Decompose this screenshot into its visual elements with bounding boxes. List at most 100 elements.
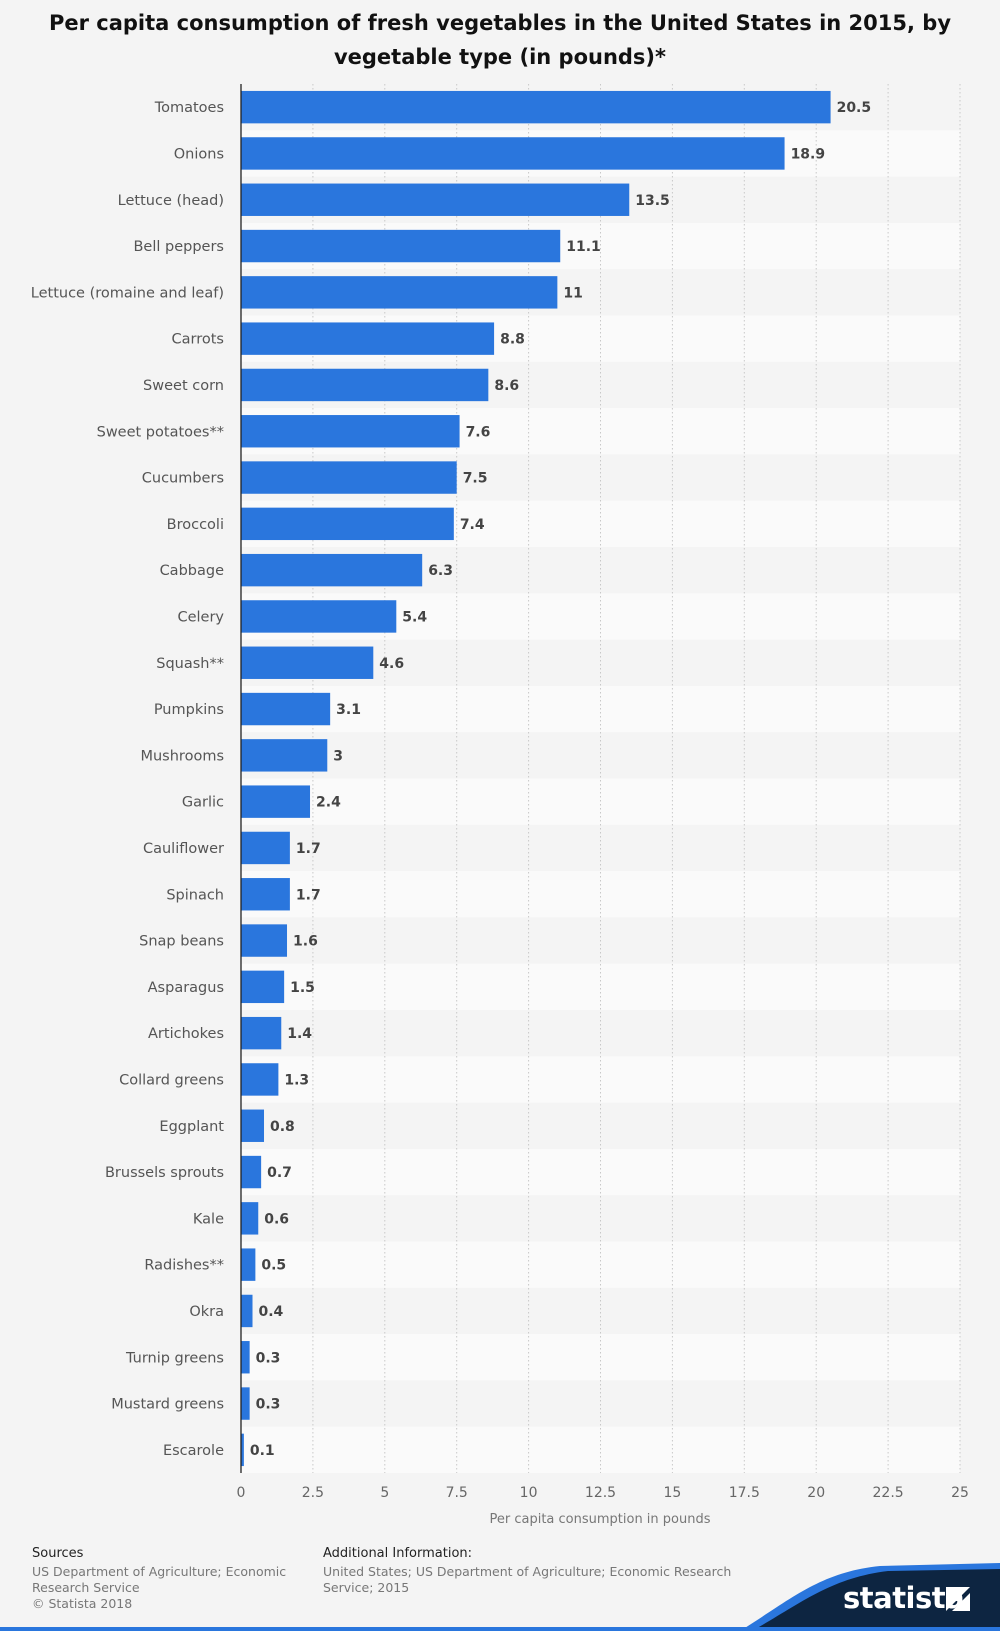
bar: [241, 924, 288, 957]
category-label: Escarole: [163, 1443, 224, 1459]
value-label: 3.1: [336, 702, 361, 718]
additional-info-line: Service; 2015: [323, 1580, 410, 1595]
category-label: Eggplant: [159, 1119, 224, 1135]
category-label: Kale: [193, 1211, 224, 1227]
category-label: Asparagus: [148, 980, 224, 996]
x-tick-label: 25: [951, 1485, 969, 1501]
bar: [241, 1248, 256, 1281]
category-label: Cucumbers: [142, 471, 224, 487]
bar: [241, 229, 561, 263]
bar: [241, 183, 630, 216]
additional-info-heading: Additional Information:: [323, 1546, 473, 1561]
bar: [241, 646, 374, 679]
value-label: 0.4: [259, 1304, 284, 1320]
value-label: 3: [333, 748, 343, 764]
category-label: Sweet potatoes**: [97, 424, 224, 440]
x-tick-label: 2.5: [302, 1485, 324, 1501]
copyright-line: © Statista 2018: [32, 1596, 133, 1611]
value-label: 1.5: [290, 980, 315, 996]
bar: [241, 1109, 265, 1142]
category-label: Cabbage: [160, 563, 225, 579]
category-label: Spinach: [166, 887, 224, 903]
x-tick-label: 7.5: [446, 1485, 468, 1501]
category-label: Radishes**: [144, 1258, 224, 1274]
value-label: 11.1: [566, 239, 601, 255]
x-tick-label: 22.5: [873, 1485, 904, 1501]
sources-line: Research Service: [32, 1580, 140, 1595]
bar: [241, 1341, 250, 1374]
value-label: 5.4: [402, 609, 427, 625]
bar: [241, 692, 331, 726]
category-label: Artichokes: [148, 1026, 224, 1042]
value-label: 20.5: [837, 100, 872, 116]
value-label: 1.3: [284, 1072, 309, 1088]
x-tick-label: 12.5: [585, 1485, 616, 1501]
bar: [241, 600, 397, 633]
x-tick-label: 20: [807, 1485, 825, 1501]
row-band: [241, 1426, 960, 1473]
bar: [241, 1063, 279, 1096]
value-label: 0.5: [261, 1258, 286, 1274]
value-label: 6.3: [428, 563, 453, 579]
x-tick-labels: 0 2.5 5 7.5 10 12.5 15 17.5 20 22.5 25: [237, 1485, 969, 1501]
value-labels: 20.5 18.9 13.5 11.1 11 8.8 8.6 7.6 7.5 7.4 6.3 5.4 4…: [250, 100, 871, 1459]
bar: [241, 137, 785, 170]
bar: [241, 1016, 282, 1050]
category-label: Pumpkins: [154, 702, 224, 718]
value-label: 7.5: [463, 471, 488, 487]
category-label: Turnip greens: [125, 1350, 224, 1366]
category-label: Celery: [177, 609, 224, 625]
bar: [241, 970, 285, 1004]
value-label: 8.6: [494, 378, 519, 394]
row-band: [241, 871, 960, 918]
value-label: 7.4: [460, 517, 485, 533]
bar: [241, 322, 495, 355]
chart-title: Per capita consumption of fresh vegetabl…: [48, 11, 952, 69]
bar: [241, 878, 290, 911]
category-label: Snap beans: [139, 934, 224, 950]
category-label: Carrots: [172, 332, 224, 348]
bar: [241, 415, 460, 448]
bar: [241, 1294, 253, 1328]
value-label: 11: [563, 285, 582, 301]
row-band: [241, 963, 960, 1010]
value-label: 0.1: [250, 1443, 275, 1459]
bar: [241, 831, 290, 865]
category-label: Lettuce (head): [118, 193, 224, 209]
value-label: 0.7: [267, 1165, 292, 1181]
bar: [241, 507, 454, 541]
category-label: Sweet corn: [143, 378, 224, 394]
gridlines: [312, 84, 961, 1473]
category-label: Squash**: [156, 656, 224, 672]
value-label: 2.4: [316, 795, 341, 811]
value-label: 13.5: [635, 193, 670, 209]
category-labels: Tomatoes Onions Lettuce (head) Bell peppers…: [31, 100, 225, 1459]
category-label: Cauliflower: [143, 841, 224, 857]
value-label: 1.4: [287, 1026, 312, 1042]
category-label: Collard greens: [119, 1072, 224, 1088]
x-tick-label: 15: [663, 1485, 681, 1501]
value-label: 7.6: [466, 424, 491, 440]
x-tick-label: 17.5: [729, 1485, 760, 1501]
value-label: 0.3: [256, 1350, 281, 1366]
category-label: Bell peppers: [133, 239, 224, 255]
category-label: Onions: [174, 146, 224, 162]
bar: [241, 739, 328, 772]
value-label: 1.7: [296, 887, 321, 903]
x-axis-label: Per capita consumption in pounds: [489, 1512, 710, 1527]
value-label: 0.8: [270, 1119, 295, 1135]
bar: [241, 368, 489, 402]
bars: [241, 90, 831, 1467]
value-label: 0.6: [264, 1211, 289, 1227]
sources-heading: Sources: [32, 1546, 84, 1561]
sources-line: US Department of Agriculture; Economic: [32, 1564, 287, 1579]
category-label: Mustard greens: [111, 1397, 224, 1413]
bar: [241, 1155, 262, 1189]
x-tick-label: 0: [237, 1485, 246, 1501]
category-label: Garlic: [182, 795, 224, 811]
category-label: Lettuce (romaine and leaf): [31, 285, 224, 301]
value-label: 8.8: [500, 332, 525, 348]
category-label: Brussels sprouts: [105, 1165, 224, 1181]
bar: [241, 785, 311, 818]
